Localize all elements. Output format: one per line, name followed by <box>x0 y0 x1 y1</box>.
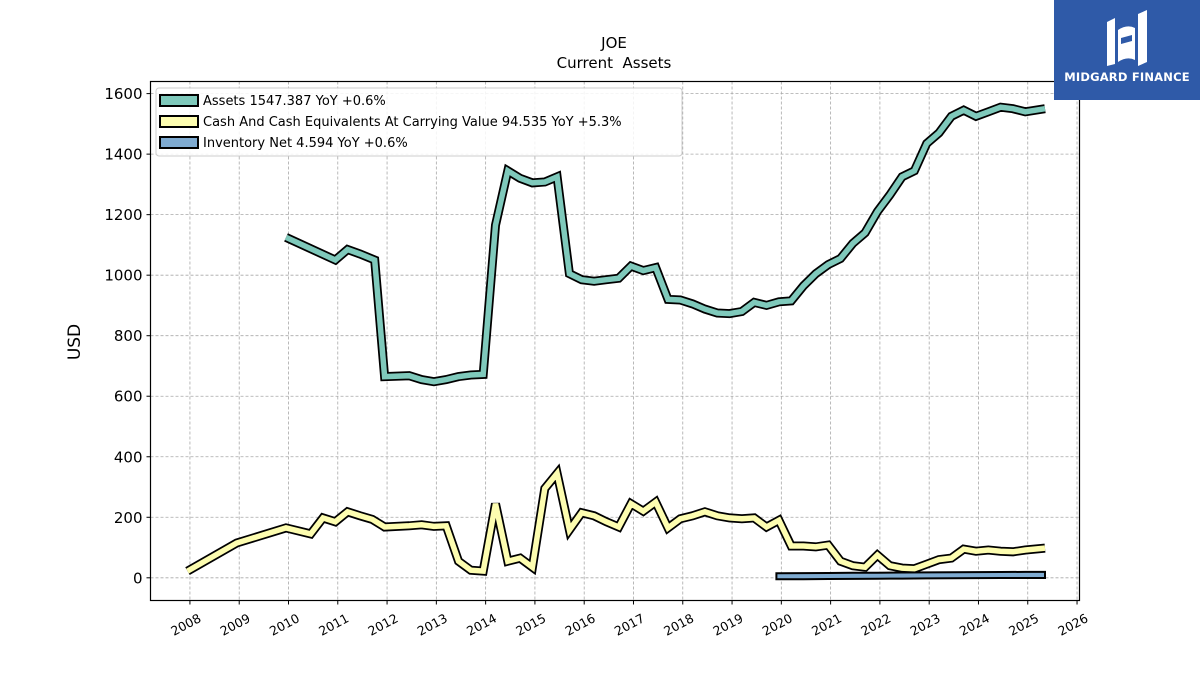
x-tick-label: 2015 <box>513 610 548 638</box>
series-layer <box>185 102 1046 581</box>
y-tick-label: 1400 <box>104 146 142 164</box>
x-tick-label: 2016 <box>563 610 598 638</box>
y-tick-label: 1000 <box>104 267 142 285</box>
series-line <box>284 104 1046 385</box>
x-tick-label: 2019 <box>710 610 745 638</box>
x-tick-label: 2009 <box>218 610 253 638</box>
y-tick-label: 0 <box>133 569 143 587</box>
y-tick-label: 1600 <box>104 85 142 103</box>
y-tick-label: 800 <box>114 327 143 345</box>
legend: Assets 1547.387 YoY +0.6% Cash And Cash E… <box>155 87 683 157</box>
grid <box>150 81 1080 601</box>
x-tick-label: 2024 <box>957 610 992 638</box>
series-2 <box>775 570 1046 581</box>
plot-frame <box>149 80 1081 602</box>
series-line <box>186 467 1046 575</box>
y-axis-label: USD <box>65 324 85 360</box>
y-tick-label: 400 <box>114 448 143 466</box>
series-band <box>775 570 1046 581</box>
series-line-outline <box>185 463 1046 576</box>
legend-label: Assets 1547.387 YoY +0.6% <box>203 94 386 109</box>
legend-label: Inventory Net 4.594 YoY +0.6% <box>203 136 408 151</box>
brand-logo: MIDGARD FINANCE <box>1054 0 1200 100</box>
x-tick-label: 2026 <box>1055 610 1090 638</box>
x-tick-label: 2011 <box>316 610 351 638</box>
y-tick-label: 200 <box>114 509 143 527</box>
x-tick-label: 2010 <box>267 610 302 638</box>
legend-label: Cash And Cash Equivalents At Carrying Va… <box>203 115 622 130</box>
x-tick-label: 2022 <box>858 610 893 638</box>
legend-swatch <box>159 136 199 149</box>
chart-title: JOE <box>600 34 627 52</box>
legend-swatch <box>159 94 199 107</box>
series-0 <box>284 102 1046 387</box>
y-tick-label: 1200 <box>104 206 142 224</box>
x-tick-label: 2021 <box>809 610 844 638</box>
x-tick-label: 2014 <box>464 610 499 638</box>
mf-monogram-icon <box>1107 10 1147 66</box>
brand-name: MIDGARD FINANCE <box>1064 70 1190 84</box>
series-1 <box>185 463 1046 576</box>
x-tick-label: 2025 <box>1006 610 1041 638</box>
legend-swatch <box>159 115 199 128</box>
x-tick-label: 2023 <box>908 610 943 638</box>
chart-subtitle: Current Assets <box>557 54 672 72</box>
x-tick-label: 2013 <box>415 610 450 638</box>
x-tick-label: 2012 <box>365 610 400 638</box>
legend-box <box>155 87 683 157</box>
x-tick-label: 2020 <box>760 610 795 638</box>
x-tick-label: 2008 <box>168 610 203 638</box>
y-tick-label: 600 <box>114 388 143 406</box>
x-tick-label: 2017 <box>612 610 647 638</box>
x-tick-label: 2018 <box>661 610 696 638</box>
